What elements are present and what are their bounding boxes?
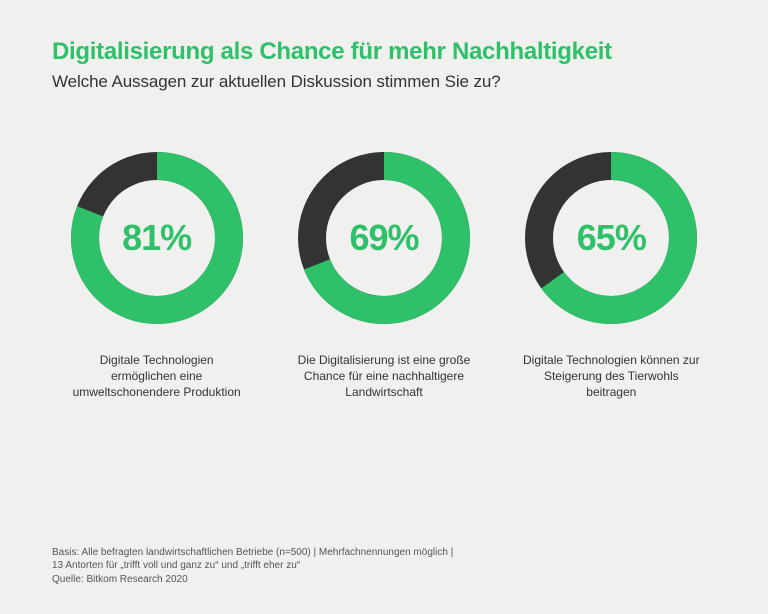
donut-value-label: 65% (525, 152, 697, 324)
donut-row: 81% Digitale Technologien ermöglichen ei… (52, 152, 716, 401)
donut-chart: 65% (525, 152, 697, 324)
donut-caption: Digitale Technologien können zur Steiger… (521, 352, 701, 401)
donut-caption: Digitale Technologien ermöglichen eine u… (67, 352, 247, 401)
donut-value-label: 81% (71, 152, 243, 324)
footnote: Basis: Alle befragten landwirtschaftlich… (52, 546, 716, 591)
footnote-line: Quelle: Bitkom Research 2020 (52, 573, 716, 587)
donut-caption: Die Digitalisierung ist eine große Chanc… (294, 352, 474, 401)
donut-value-label: 69% (298, 152, 470, 324)
donut-item: 65% Digitale Technologien können zur Ste… (507, 152, 716, 401)
page-subtitle: Welche Aussagen zur aktuellen Diskussion… (52, 72, 716, 92)
donut-item: 81% Digitale Technologien ermöglichen ei… (52, 152, 261, 401)
donut-chart: 69% (298, 152, 470, 324)
donut-chart: 81% (71, 152, 243, 324)
footnote-line: 13 Antorten für „trifft voll und ganz zu… (52, 559, 716, 573)
donut-item: 69% Die Digitalisierung ist eine große C… (279, 152, 488, 401)
page-title: Digitalisierung als Chance für mehr Nach… (52, 38, 716, 66)
footnote-line: Basis: Alle befragten landwirtschaftlich… (52, 546, 716, 560)
infographic-canvas: Digitalisierung als Chance für mehr Nach… (0, 0, 768, 614)
